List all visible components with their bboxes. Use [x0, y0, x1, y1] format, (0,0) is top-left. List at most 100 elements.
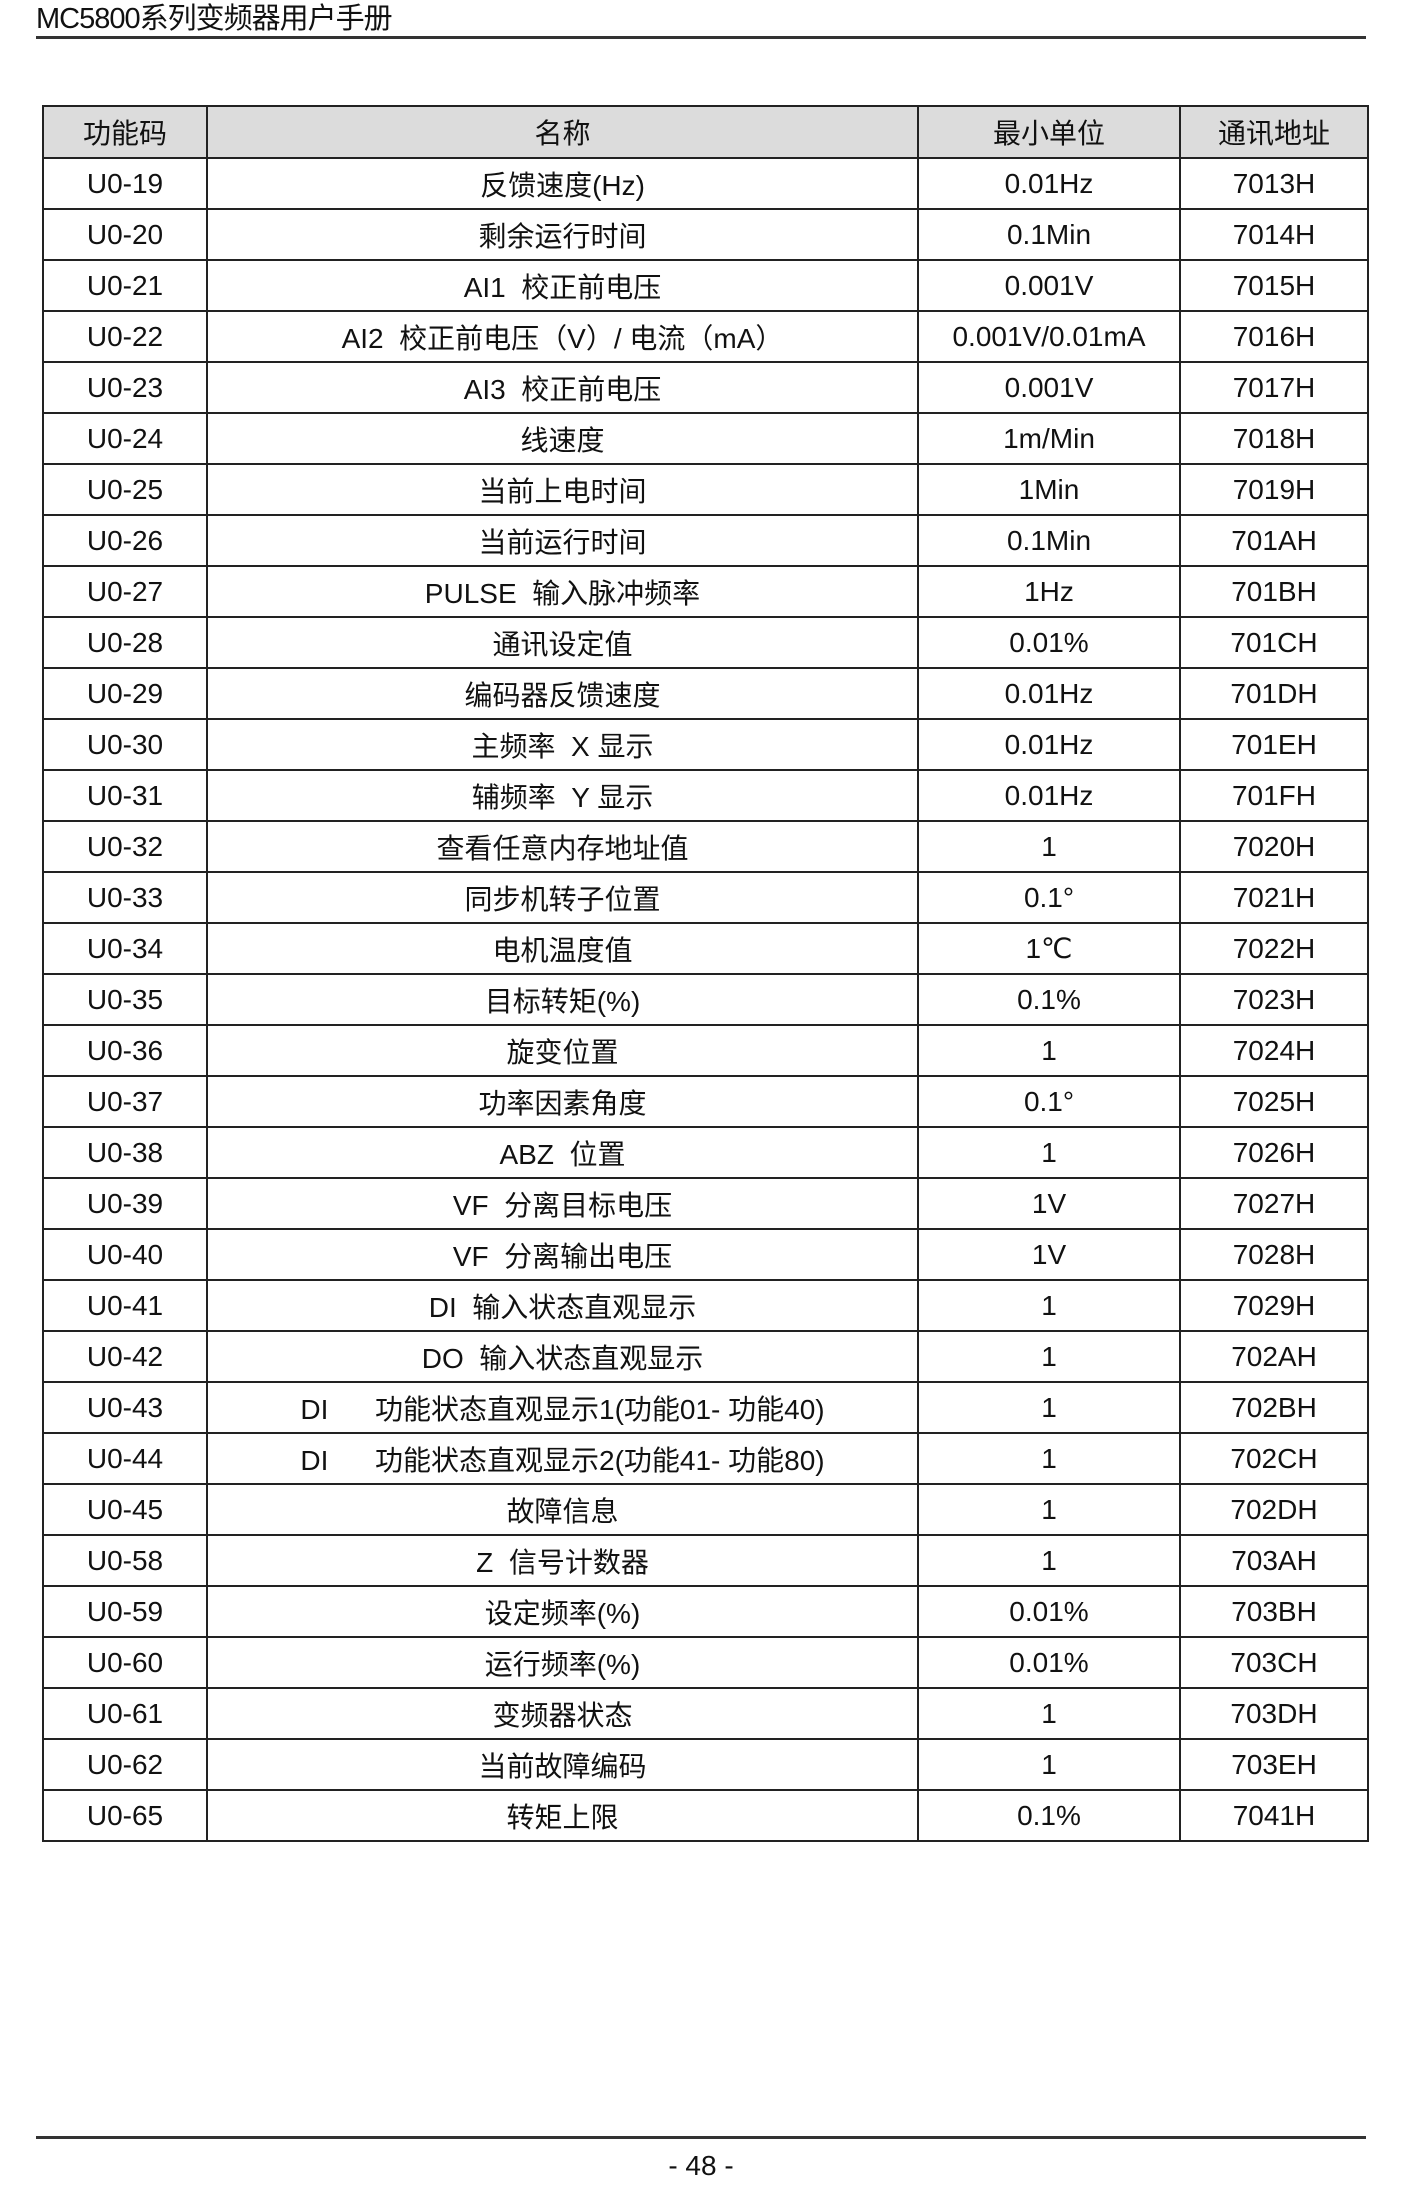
cell-code: U0-44	[42, 1432, 208, 1485]
cell-code: U0-36	[42, 1024, 208, 1077]
cell-name: 线速度	[206, 412, 919, 465]
cell-name: 反馈速度(Hz)	[206, 157, 919, 210]
table-row: U0-62 当前故障编码 1 703EH	[42, 1738, 1369, 1791]
cell-name: DO 输入状态直观显示	[206, 1330, 919, 1383]
table-row: U0-42 DO 输入状态直观显示 1 702AH	[42, 1330, 1369, 1383]
cell-unit: 1	[917, 1687, 1181, 1740]
cell-address: 7026H	[1179, 1126, 1369, 1179]
cell-code: U0-26	[42, 514, 208, 567]
cell-address: 703CH	[1179, 1636, 1369, 1689]
table-row: U0-23 AI3 校正前电压 0.001V 7017H	[42, 361, 1369, 414]
cell-name: 主频率 X 显示	[206, 718, 919, 771]
table-row: U0-19 反馈速度(Hz) 0.01Hz 7013H	[42, 157, 1369, 210]
cell-name: 目标转矩(%)	[206, 973, 919, 1026]
cell-code: U0-24	[42, 412, 208, 465]
cell-code: U0-27	[42, 565, 208, 618]
column-header-name: 名称	[206, 105, 919, 159]
cell-code: U0-30	[42, 718, 208, 771]
cell-unit: 1m/Min	[917, 412, 1181, 465]
cell-code: U0-28	[42, 616, 208, 669]
table-row: U0-34 电机温度值 1℃ 7022H	[42, 922, 1369, 975]
cell-name: 功率因素角度	[206, 1075, 919, 1128]
cell-address: 7025H	[1179, 1075, 1369, 1128]
table-row: U0-33 同步机转子位置 0.1° 7021H	[42, 871, 1369, 924]
cell-address: 7024H	[1179, 1024, 1369, 1077]
table-row: U0-65 转矩上限 0.1% 7041H	[42, 1789, 1369, 1842]
cell-unit: 0.01%	[917, 616, 1181, 669]
table-row: U0-60 运行频率(%) 0.01% 703CH	[42, 1636, 1369, 1689]
cell-code: U0-33	[42, 871, 208, 924]
cell-name: 设定频率(%)	[206, 1585, 919, 1638]
cell-address: 703DH	[1179, 1687, 1369, 1740]
cell-name: ABZ 位置	[206, 1126, 919, 1179]
cell-code: U0-25	[42, 463, 208, 516]
table-row: U0-36 旋变位置 1 7024H	[42, 1024, 1369, 1077]
cell-unit: 1	[917, 1330, 1181, 1383]
cell-address: 7017H	[1179, 361, 1369, 414]
cell-address: 7028H	[1179, 1228, 1369, 1281]
cell-code: U0-41	[42, 1279, 208, 1332]
cell-unit: 1	[917, 1126, 1181, 1179]
cell-code: U0-20	[42, 208, 208, 261]
table-row: U0-58 Z 信号计数器 1 703AH	[42, 1534, 1369, 1587]
cell-name: VF 分离目标电压	[206, 1177, 919, 1230]
table-header-row: 功能码 名称 最小单位 通讯地址	[42, 105, 1369, 159]
cell-unit: 0.01%	[917, 1585, 1181, 1638]
cell-address: 702CH	[1179, 1432, 1369, 1485]
cell-code: U0-43	[42, 1381, 208, 1434]
cell-address: 702DH	[1179, 1483, 1369, 1536]
cell-code: U0-32	[42, 820, 208, 873]
cell-address: 7019H	[1179, 463, 1369, 516]
cell-name: 通讯设定值	[206, 616, 919, 669]
cell-unit: 0.01Hz	[917, 718, 1181, 771]
table-row: U0-22 AI2 校正前电压（V）/ 电流（mA） 0.001V/0.01mA 70…	[42, 310, 1369, 363]
table-row: U0-26 当前运行时间 0.1Min 701AH	[42, 514, 1369, 567]
cell-name: 运行频率(%)	[206, 1636, 919, 1689]
cell-unit: 0.1%	[917, 973, 1181, 1026]
cell-name: Z 信号计数器	[206, 1534, 919, 1587]
table-row: U0-35 目标转矩(%) 0.1% 7023H	[42, 973, 1369, 1026]
cell-address: 7018H	[1179, 412, 1369, 465]
cell-unit: 1V	[917, 1177, 1181, 1230]
cell-name: 转矩上限	[206, 1789, 919, 1842]
cell-address: 7022H	[1179, 922, 1369, 975]
cell-address: 7014H	[1179, 208, 1369, 261]
cell-address: 703EH	[1179, 1738, 1369, 1791]
cell-name: 编码器反馈速度	[206, 667, 919, 720]
cell-code: U0-39	[42, 1177, 208, 1230]
manual-title: MC5800系列变频器用户手册	[36, 3, 393, 35]
cell-code: U0-65	[42, 1789, 208, 1842]
cell-address: 702AH	[1179, 1330, 1369, 1383]
cell-code: U0-22	[42, 310, 208, 363]
cell-address: 7015H	[1179, 259, 1369, 312]
cell-address: 701EH	[1179, 718, 1369, 771]
cell-code: U0-37	[42, 1075, 208, 1128]
cell-code: U0-34	[42, 922, 208, 975]
cell-unit: 1	[917, 1279, 1181, 1332]
cell-code: U0-59	[42, 1585, 208, 1638]
cell-address: 7016H	[1179, 310, 1369, 363]
cell-unit: 1	[917, 1534, 1181, 1587]
cell-name: 旋变位置	[206, 1024, 919, 1077]
cell-unit: 0.1°	[917, 871, 1181, 924]
cell-unit: 0.01Hz	[917, 157, 1181, 210]
cell-name: 剩余运行时间	[206, 208, 919, 261]
cell-address: 7027H	[1179, 1177, 1369, 1230]
table-row: U0-37 功率因素角度 0.1° 7025H	[42, 1075, 1369, 1128]
cell-name: AI3 校正前电压	[206, 361, 919, 414]
cell-name: DI 功能状态直观显示1(功能01- 功能40)	[206, 1381, 919, 1434]
cell-unit: 0.01%	[917, 1636, 1181, 1689]
cell-code: U0-42	[42, 1330, 208, 1383]
cell-address: 701FH	[1179, 769, 1369, 822]
cell-name: 当前故障编码	[206, 1738, 919, 1791]
table-row: U0-38 ABZ 位置 1 7026H	[42, 1126, 1369, 1179]
cell-unit: 1Min	[917, 463, 1181, 516]
cell-address: 7020H	[1179, 820, 1369, 873]
cell-address: 701BH	[1179, 565, 1369, 618]
column-header-address: 通讯地址	[1179, 105, 1369, 159]
table-row: U0-39 VF 分离目标电压 1V 7027H	[42, 1177, 1369, 1230]
table-row: U0-40 VF 分离输出电压 1V 7028H	[42, 1228, 1369, 1281]
table-row: U0-28 通讯设定值 0.01% 701CH	[42, 616, 1369, 669]
cell-code: U0-61	[42, 1687, 208, 1740]
cell-code: U0-58	[42, 1534, 208, 1587]
